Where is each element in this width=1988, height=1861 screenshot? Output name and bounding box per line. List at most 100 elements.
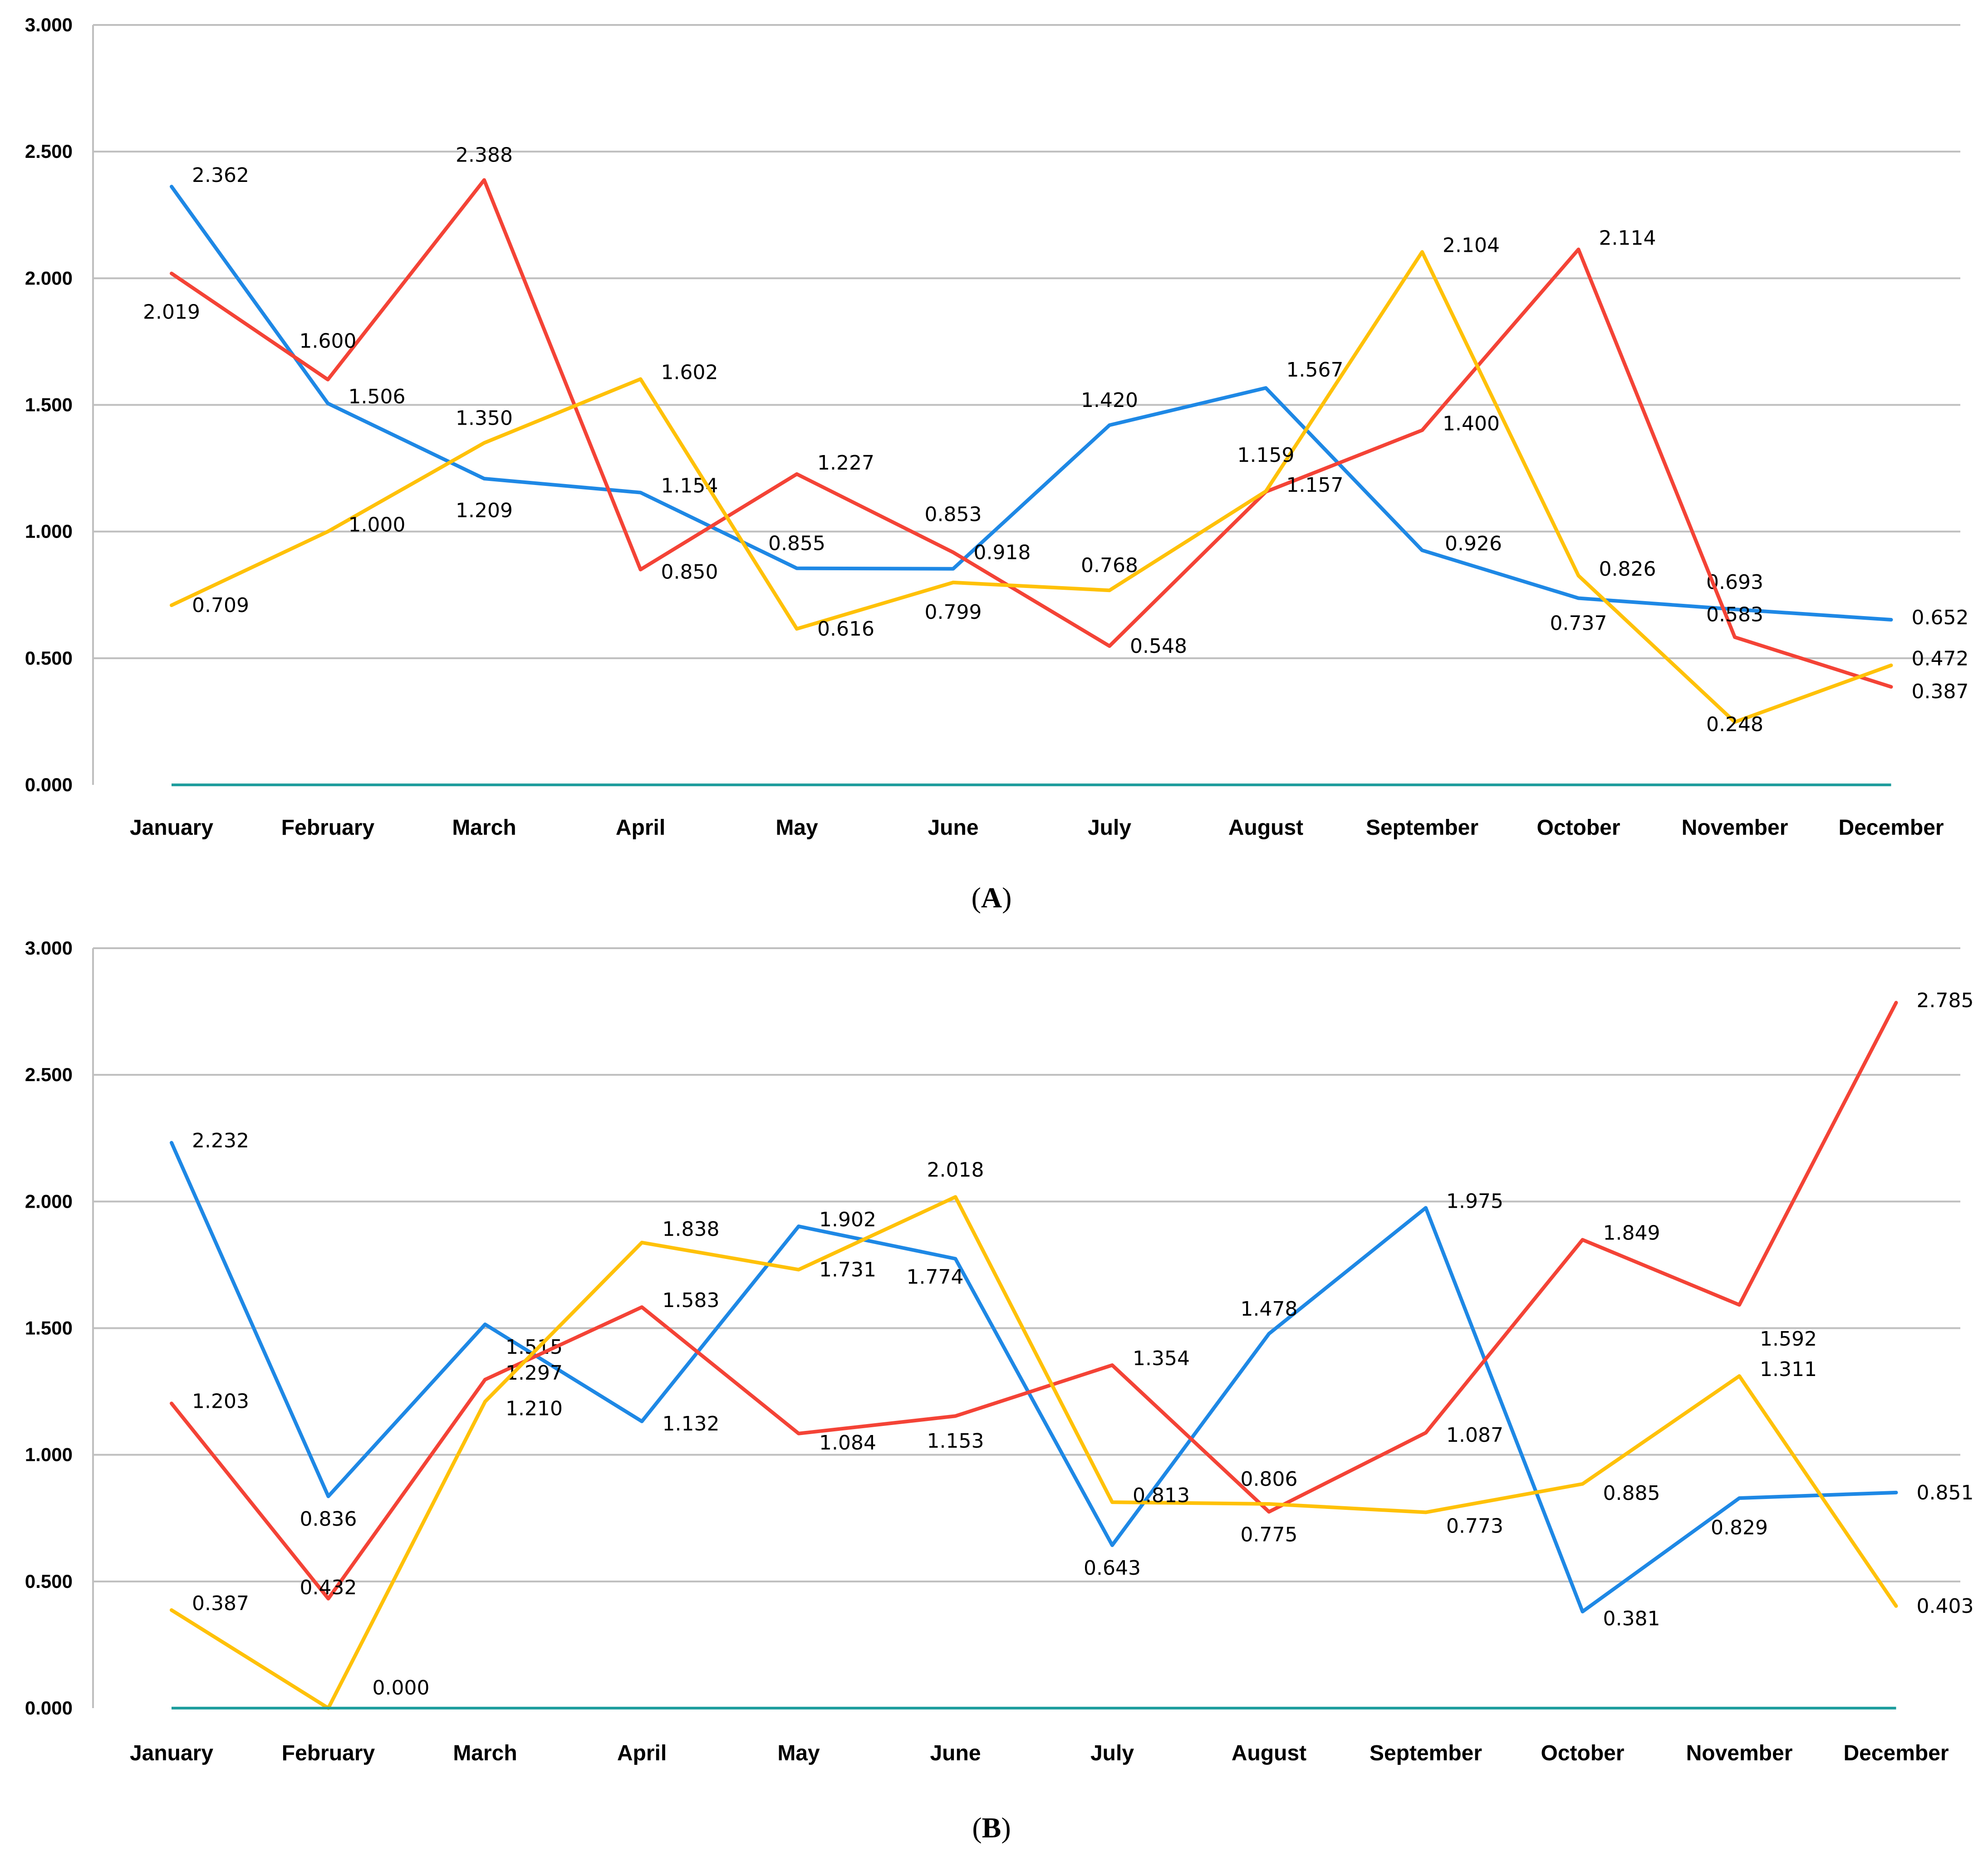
- data-label-yellow: 0.768: [1081, 554, 1138, 577]
- data-label-yellow: 0.387: [192, 1592, 249, 1615]
- data-label-red: 0.850: [661, 560, 718, 583]
- x-tick-label: May: [776, 816, 818, 840]
- data-label-red: 1.583: [663, 1289, 720, 1312]
- data-label-yellow: 0.472: [1912, 647, 1969, 670]
- data-label-red: 1.203: [192, 1390, 249, 1413]
- data-label-red: 1.157: [1286, 474, 1344, 497]
- data-label-blue: 1.567: [1286, 358, 1344, 382]
- x-tick-label: October: [1536, 816, 1620, 840]
- series-blue-line: [170, 1141, 1898, 1614]
- data-label-blue: 0.926: [1445, 532, 1502, 555]
- x-tick-label: May: [777, 1741, 820, 1765]
- y-tick-label: 2.500: [25, 141, 73, 162]
- data-label-yellow: 0.885: [1603, 1482, 1660, 1505]
- data-label-red: 0.583: [1706, 603, 1763, 626]
- data-label-blue: 0.851: [1917, 1481, 1974, 1504]
- data-label-blue: 2.362: [192, 164, 249, 187]
- x-tick-label: April: [617, 1741, 667, 1765]
- y-tick-label: 1.500: [25, 1317, 73, 1339]
- chart-b: 0.000 0.500 1.000 1.500 2.000 2.500 3.000 Janua…: [25, 937, 1974, 1765]
- x-tick-label: June: [928, 816, 978, 840]
- data-label-yellow: 1.159: [1237, 444, 1295, 467]
- data-label-yellow: 1.210: [506, 1397, 563, 1420]
- data-label-yellow: 0.000: [373, 1676, 430, 1699]
- x-tick-label: September: [1370, 1741, 1482, 1765]
- x-tick-label: September: [1366, 816, 1478, 840]
- y-tick-label: 3.000: [25, 14, 73, 35]
- data-label-blue: 0.853: [925, 503, 982, 526]
- data-label-yellow: 0.248: [1706, 713, 1763, 736]
- data-label-blue: 0.737: [1550, 612, 1607, 635]
- data-label-blue: 0.829: [1711, 1516, 1768, 1539]
- x-tick-label: August: [1228, 816, 1303, 840]
- x-tick-label: July: [1088, 816, 1131, 840]
- data-label-blue: 2.232: [192, 1129, 249, 1152]
- x-tick-label: October: [1541, 1741, 1624, 1765]
- x-tick-label: November: [1682, 816, 1788, 840]
- data-label-blue: 1.478: [1241, 1298, 1298, 1321]
- data-label-red: 1.084: [819, 1431, 876, 1455]
- x-tick-label: April: [616, 816, 665, 840]
- data-label-red: 2.388: [456, 144, 513, 167]
- x-tick-label: January: [130, 816, 213, 840]
- x-tick-label: March: [452, 816, 516, 840]
- data-label-red: 1.849: [1603, 1222, 1660, 1245]
- data-label-yellow: 1.000: [349, 514, 406, 537]
- data-label-blue: 1.975: [1446, 1190, 1503, 1213]
- data-label-red: 1.153: [927, 1430, 984, 1453]
- data-label-yellow: 0.806: [1241, 1468, 1298, 1491]
- data-label-blue: 1.420: [1081, 389, 1138, 412]
- series-yellow-line: [170, 250, 1893, 724]
- y-tick-label: 2.500: [25, 1064, 73, 1085]
- data-label-yellow: 1.350: [456, 406, 513, 430]
- data-label-yellow: 2.104: [1443, 234, 1500, 257]
- data-label-red: 1.087: [1446, 1424, 1503, 1447]
- data-label-red: 0.548: [1130, 635, 1187, 658]
- data-label-blue: 0.652: [1912, 606, 1969, 629]
- x-tick-label: June: [930, 1741, 981, 1765]
- data-label-red: 2.019: [143, 301, 200, 324]
- y-tick-label: 1.000: [25, 1444, 73, 1465]
- data-label-yellow: 0.616: [817, 617, 874, 641]
- series-red-line: [170, 1001, 1898, 1601]
- x-tick-label: December: [1838, 816, 1944, 840]
- y-tick-label: 0.000: [25, 1697, 73, 1719]
- data-label-blue: 1.774: [907, 1266, 964, 1289]
- chart-a: 0.000 0.500 1.000 1.500 2.000 2.500 3.000 Janua…: [25, 14, 1969, 840]
- data-label-red: 0.775: [1241, 1523, 1298, 1546]
- x-tick-label: January: [130, 1741, 213, 1765]
- y-tick-label: 2.000: [25, 267, 73, 289]
- data-label-yellow: 2.018: [927, 1158, 984, 1181]
- x-tick-label: February: [282, 1741, 375, 1765]
- data-label-yellow: 1.311: [1760, 1358, 1817, 1381]
- data-label-red: 0.918: [974, 541, 1031, 564]
- y-tick-label: 1.000: [25, 521, 73, 542]
- data-label-yellow: 0.799: [925, 601, 982, 624]
- data-label-red: 1.227: [817, 451, 874, 475]
- data-label-red: 1.592: [1760, 1327, 1817, 1351]
- data-label-yellow: 0.813: [1133, 1484, 1190, 1507]
- data-label-blue: 0.855: [768, 532, 825, 555]
- data-label-yellow: 0.826: [1599, 558, 1656, 581]
- x-tick-label: November: [1686, 1741, 1793, 1765]
- data-label-blue: 1.506: [349, 385, 406, 408]
- data-label-blue: 0.643: [1084, 1557, 1141, 1580]
- data-label-yellow: 0.403: [1917, 1595, 1974, 1618]
- x-tick-label: August: [1232, 1741, 1306, 1765]
- data-label-red: 0.387: [1912, 680, 1969, 703]
- data-label-red: 2.114: [1599, 227, 1656, 250]
- y-tick-label: 1.500: [25, 394, 73, 416]
- chart-b-caption: (B): [972, 1812, 1011, 1844]
- data-label-blue: 1.132: [663, 1412, 720, 1435]
- data-label-blue: 1.209: [456, 499, 513, 522]
- data-label-yellow: 0.709: [192, 594, 249, 617]
- data-label-red: 1.354: [1133, 1347, 1190, 1370]
- x-tick-label: July: [1090, 1741, 1134, 1765]
- y-tick-label: 0.000: [25, 774, 73, 795]
- x-tick-label: December: [1843, 1741, 1949, 1765]
- data-label-yellow: 1.838: [663, 1218, 720, 1241]
- data-label-yellow: 1.602: [661, 361, 718, 384]
- x-tick-label: March: [453, 1741, 517, 1765]
- series-yellow-line: [170, 1195, 1898, 1710]
